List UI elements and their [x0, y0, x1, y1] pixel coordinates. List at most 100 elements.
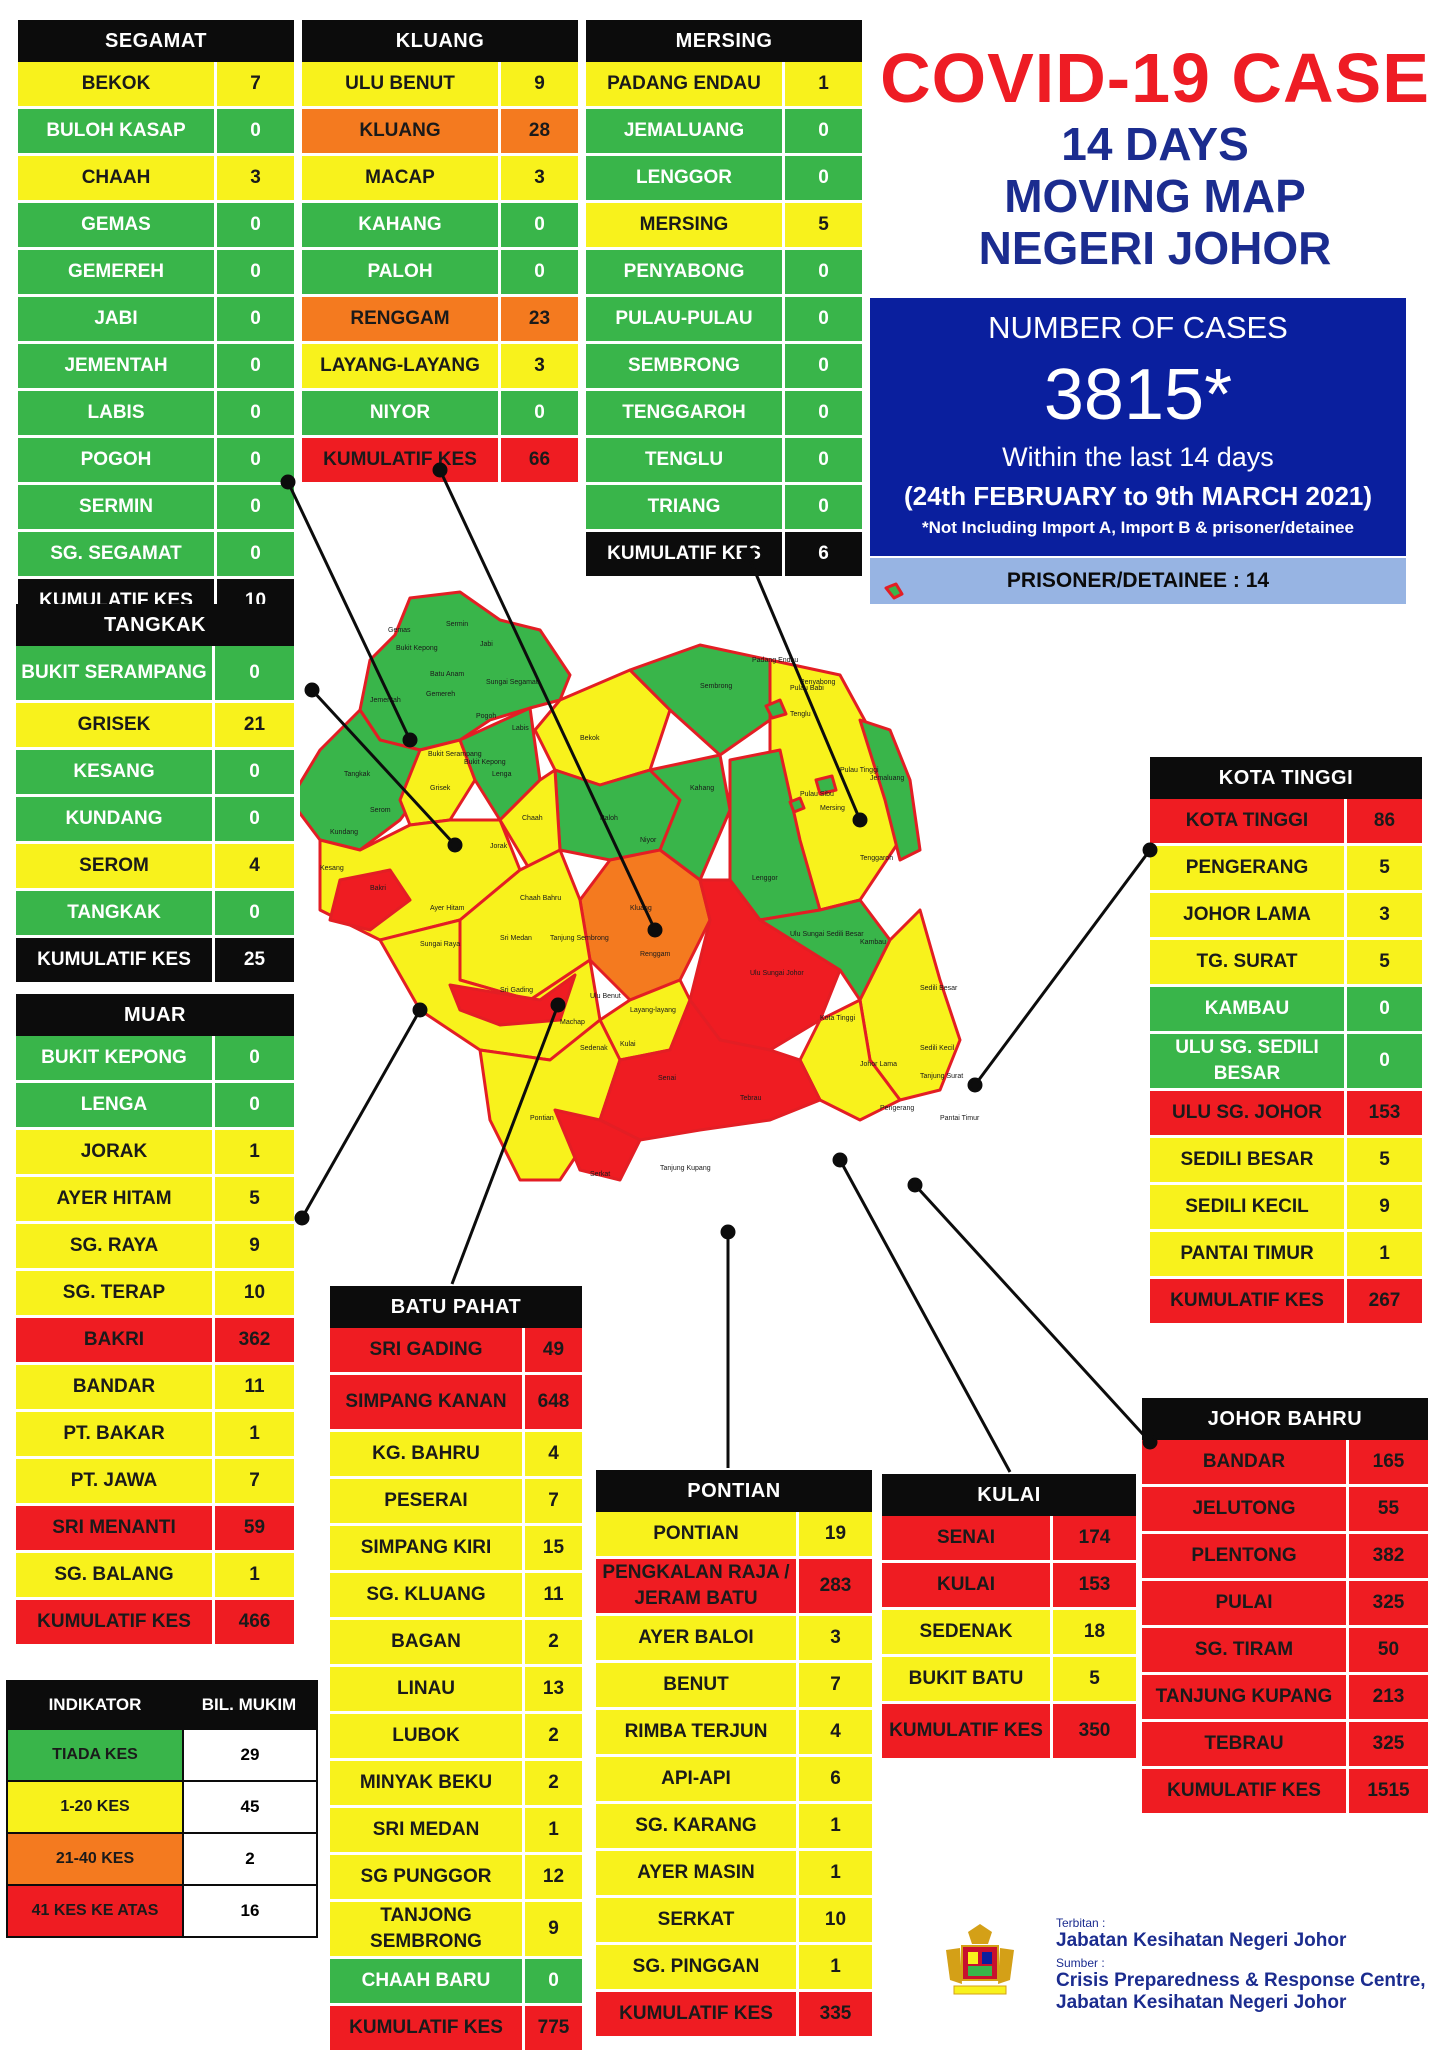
mukim-row: ULU BENUT 9 — [302, 62, 578, 109]
map-label: Niyor — [640, 837, 657, 844]
mukim-name: BUKIT BATU — [882, 1657, 1050, 1701]
map-label: Sembrong — [700, 683, 732, 690]
mukim-name: PESERAI — [330, 1479, 522, 1523]
mukim-row: SERKAT 10 — [596, 1898, 872, 1945]
mukim-name: PULAI — [1142, 1581, 1346, 1625]
mukim-row: JELUTONG 55 — [1142, 1487, 1428, 1534]
cases-label: NUMBER OF CASES — [988, 310, 1288, 345]
published-label: Terbitan : — [1056, 1916, 1106, 1930]
mukim-name: KUMULATIF KES — [596, 1992, 796, 2036]
mukim-name: PENGERANG — [1150, 846, 1344, 890]
map-label: Padang Endau — [752, 657, 798, 664]
mukim-case-count: 466 — [212, 1600, 294, 1644]
map-label: Ulu Sungai Johor — [750, 970, 804, 977]
district-header: KLUANG — [302, 20, 578, 62]
mukim-row: KG. BAHRU 4 — [330, 1432, 582, 1479]
main-title: COVID-19 CASE — [880, 39, 1430, 117]
map-label: Tebrau — [740, 1095, 762, 1102]
mukim-case-count: 59 — [212, 1506, 294, 1550]
district-header: KULAI — [882, 1474, 1136, 1516]
mukim-case-count: 0 — [214, 109, 294, 153]
mukim-row: SEROM 4 — [16, 844, 294, 891]
mukim-name: ULU SG. SEDILI BESAR — [1150, 1034, 1344, 1088]
mukim-name: NIYOR — [302, 391, 498, 435]
mukim-case-count: 3 — [214, 156, 294, 200]
legend-label: 41 KES KE ATAS — [8, 1886, 182, 1936]
mukim-name: SG. SEGAMAT — [18, 532, 214, 576]
mukim-row: KUMULATIF KES 267 — [1150, 1279, 1422, 1326]
mukim-name: CHAAH — [18, 156, 214, 200]
mukim-case-count: 267 — [1344, 1279, 1422, 1323]
mukim-case-count: 5 — [1344, 846, 1422, 890]
mukim-name: SEDENAK — [882, 1610, 1050, 1654]
mukim-row: KLUANG 28 — [302, 109, 578, 156]
map-region-jemaluang — [858, 718, 922, 862]
legend-header-indicator: INDIKATOR — [48, 1695, 142, 1714]
mukim-name: TANJUNG KUPANG — [1142, 1675, 1346, 1719]
mukim-row: AYER MASIN 1 — [596, 1851, 872, 1898]
source-line-1: Crisis Preparedness & Response Centre, — [1056, 1970, 1426, 1991]
mukim-row: API-API 6 — [596, 1757, 872, 1804]
map-label: Pengerang — [880, 1105, 914, 1112]
mukim-case-count: 10 — [796, 1898, 872, 1942]
map-label: Sungai Segamat — [486, 679, 538, 686]
mukim-row: TENGLU 0 — [586, 438, 862, 485]
map-label: Tanjung Kupang — [660, 1165, 711, 1172]
mukim-row: TANJUNG KUPANG 213 — [1142, 1675, 1428, 1722]
mukim-name: BUKIT SERAMPANG — [16, 646, 212, 700]
mukim-case-count: 2 — [522, 1761, 582, 1805]
mukim-case-count: 9 — [498, 62, 578, 106]
mukim-case-count: 0 — [498, 391, 578, 435]
mukim-case-count: 0 — [782, 344, 862, 388]
mukim-row: POGOH 0 — [18, 438, 294, 485]
mukim-row: KESANG 0 — [16, 750, 294, 797]
subtitle-line-3: NEGERI JOHOR — [978, 222, 1332, 274]
mukim-name: SG. KLUANG — [330, 1573, 522, 1617]
mukim-row: SRI MEDAN 1 — [330, 1808, 582, 1855]
mukim-row: LENGA 0 — [16, 1083, 294, 1130]
mukim-row: BANDAR 165 — [1142, 1440, 1428, 1487]
legend-row-orange: 21-40 KES 2 — [8, 1832, 316, 1884]
map-island-sibu — [788, 796, 806, 814]
map-label: Sedili Besar — [920, 985, 958, 992]
mukim-row: PLENTONG 382 — [1142, 1534, 1428, 1581]
mukim-row: ULU SG. SEDILI BESAR 0 — [1150, 1034, 1422, 1091]
map-label: Chaah Bahru — [520, 895, 561, 902]
mukim-name: SEMBRONG — [586, 344, 782, 388]
mukim-row: PT. JAWA 7 — [16, 1459, 294, 1506]
map-label: Paloh — [600, 815, 618, 822]
mukim-case-count: 15 — [522, 1526, 582, 1570]
mukim-case-count: 11 — [212, 1365, 294, 1409]
district-header: MERSING — [586, 20, 862, 62]
mukim-name: PONTIAN — [596, 1512, 796, 1556]
mukim-row: SG. TERAP 10 — [16, 1271, 294, 1318]
mukim-name: SERMIN — [18, 485, 214, 529]
mukim-case-count: 11 — [522, 1573, 582, 1617]
mukim-name: GEMEREH — [18, 250, 214, 294]
mukim-row: BUKIT KEPONG 0 — [16, 1036, 294, 1083]
mukim-case-count: 5 — [1344, 940, 1422, 984]
mukim-case-count: 9 — [522, 1902, 582, 1956]
mukim-row: RIMBA TERJUN 4 — [596, 1710, 872, 1757]
mukim-row: SEDILI KECIL 9 — [1150, 1185, 1422, 1232]
mukim-row: SRI GADING 49 — [330, 1328, 582, 1375]
map-label: Kundang — [330, 829, 358, 836]
map-label: Layang-layang — [630, 1007, 676, 1014]
mukim-name: KG. BAHRU — [330, 1432, 522, 1476]
mukim-row: JOHOR LAMA 3 — [1150, 893, 1422, 940]
mukim-case-count: 5 — [1050, 1657, 1136, 1701]
district-table-kota-tinggi: KOTA TINGGI KOTA TINGGI 86 PENGERANG 5 JOHOR … — [1150, 757, 1422, 1326]
map-label: Grisek — [430, 785, 451, 792]
mukim-row: PALOH 0 — [302, 250, 578, 297]
mukim-case-count: 213 — [1346, 1675, 1428, 1719]
mukim-name: TG. SURAT — [1150, 940, 1344, 984]
mukim-row: KUMULATIF KES 335 — [596, 1992, 872, 2039]
mukim-name: PT. JAWA — [16, 1459, 212, 1503]
mukim-case-count: 0 — [214, 485, 294, 529]
mukim-case-count: 18 — [1050, 1610, 1136, 1654]
mukim-row: BANDAR 11 — [16, 1365, 294, 1412]
mukim-case-count: 50 — [1346, 1628, 1428, 1672]
title-block: COVID-19 CASE 14 DAYS MOVING MAP NEGERI … — [870, 38, 1440, 274]
mukim-name: GRISEK — [16, 703, 212, 747]
mukim-name: LABIS — [18, 391, 214, 435]
